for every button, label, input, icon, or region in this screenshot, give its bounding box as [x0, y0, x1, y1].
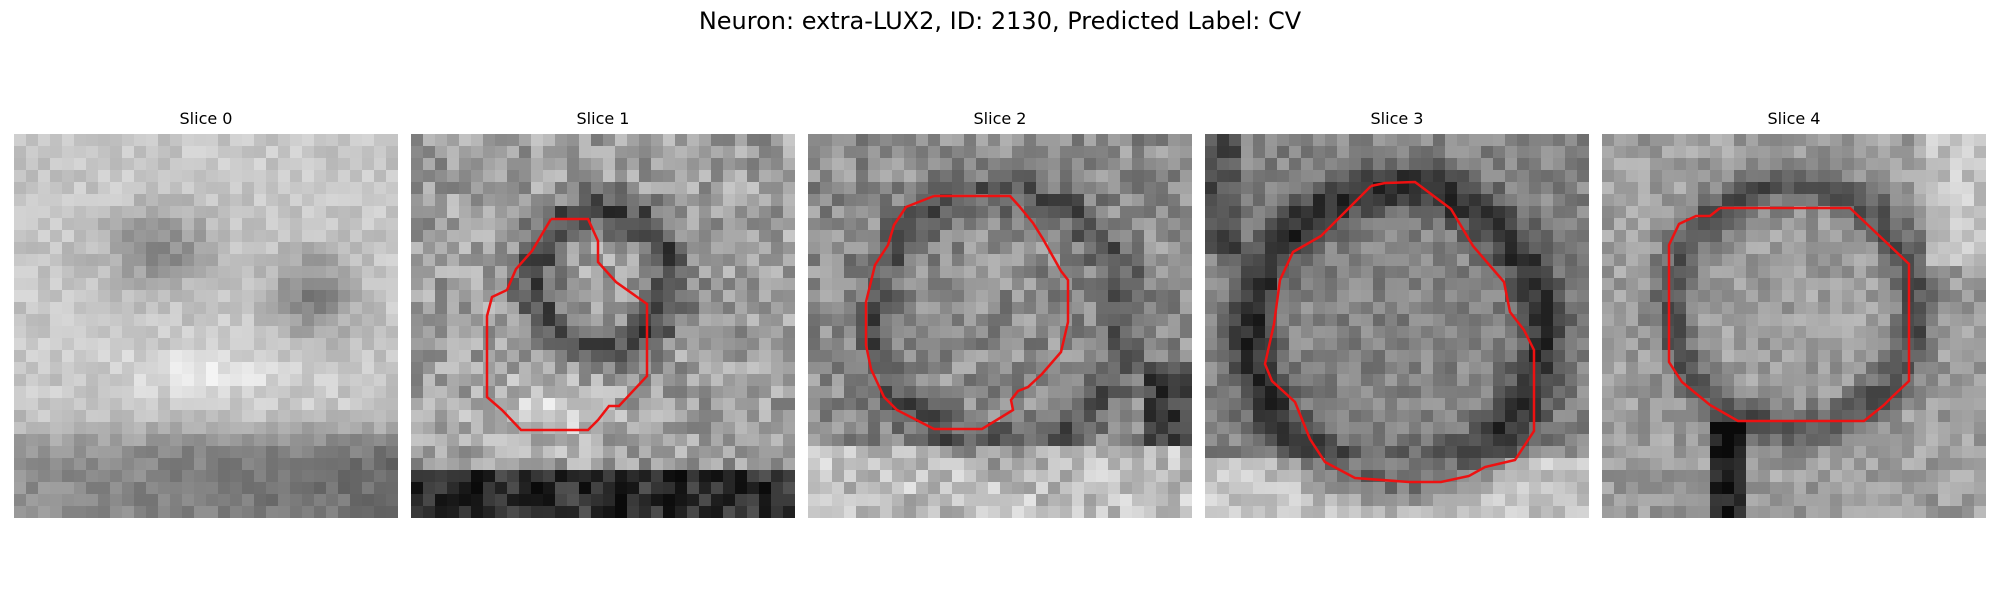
- slice-image: [1602, 134, 1986, 518]
- slice-panel-3: Slice 3: [1205, 108, 1589, 520]
- slice-panel-4: Slice 4: [1602, 108, 1986, 520]
- slice-image: [14, 134, 398, 518]
- pixel-grid: [1205, 134, 1589, 518]
- roi-contour: [1667, 206, 1911, 423]
- pixel-grid: [411, 134, 795, 518]
- slice-title: Slice 1: [576, 109, 630, 128]
- pixel-grid: [1602, 134, 1986, 518]
- slice-image-canvas: [1602, 134, 1986, 518]
- slice-image: [411, 134, 795, 518]
- roi-contour: [1263, 180, 1536, 484]
- slice-image-canvas: [808, 134, 1192, 518]
- roi-contour: [485, 217, 649, 432]
- pixel-grid: [14, 134, 398, 518]
- slice-panel-1: Slice 1: [411, 108, 795, 520]
- slice-image-canvas: [14, 134, 398, 518]
- slice-title: Slice 2: [973, 109, 1027, 128]
- slice-title: Slice 4: [1767, 109, 1821, 128]
- slice-title: Slice 0: [179, 109, 233, 128]
- slice-image: [808, 134, 1192, 518]
- slice-image-canvas: [411, 134, 795, 518]
- figure-title: Neuron: extra-LUX2, ID: 2130, Predicted …: [698, 7, 1302, 35]
- roi-contour: [864, 194, 1070, 431]
- slice-image: [1205, 134, 1589, 518]
- slice-title: Slice 3: [1370, 109, 1424, 128]
- slice-panel-2: Slice 2: [808, 108, 1192, 520]
- slice-panel-0: Slice 0: [14, 108, 398, 520]
- slice-image-canvas: [1205, 134, 1589, 518]
- pixel-grid: [808, 134, 1192, 518]
